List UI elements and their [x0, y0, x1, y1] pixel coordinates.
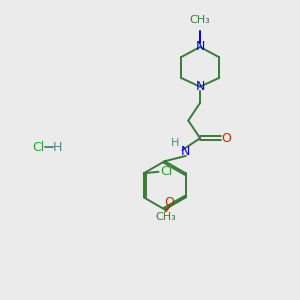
Text: N: N — [195, 40, 205, 53]
Text: CH₃: CH₃ — [155, 212, 176, 221]
Text: H: H — [53, 141, 62, 154]
Text: CH₃: CH₃ — [190, 15, 210, 25]
Text: H: H — [171, 138, 179, 148]
Text: O: O — [164, 196, 174, 209]
Text: Cl: Cl — [160, 165, 172, 178]
Text: Cl: Cl — [32, 141, 44, 154]
Text: N: N — [195, 80, 205, 93]
Text: N: N — [181, 145, 190, 158]
Text: O: O — [222, 132, 232, 145]
